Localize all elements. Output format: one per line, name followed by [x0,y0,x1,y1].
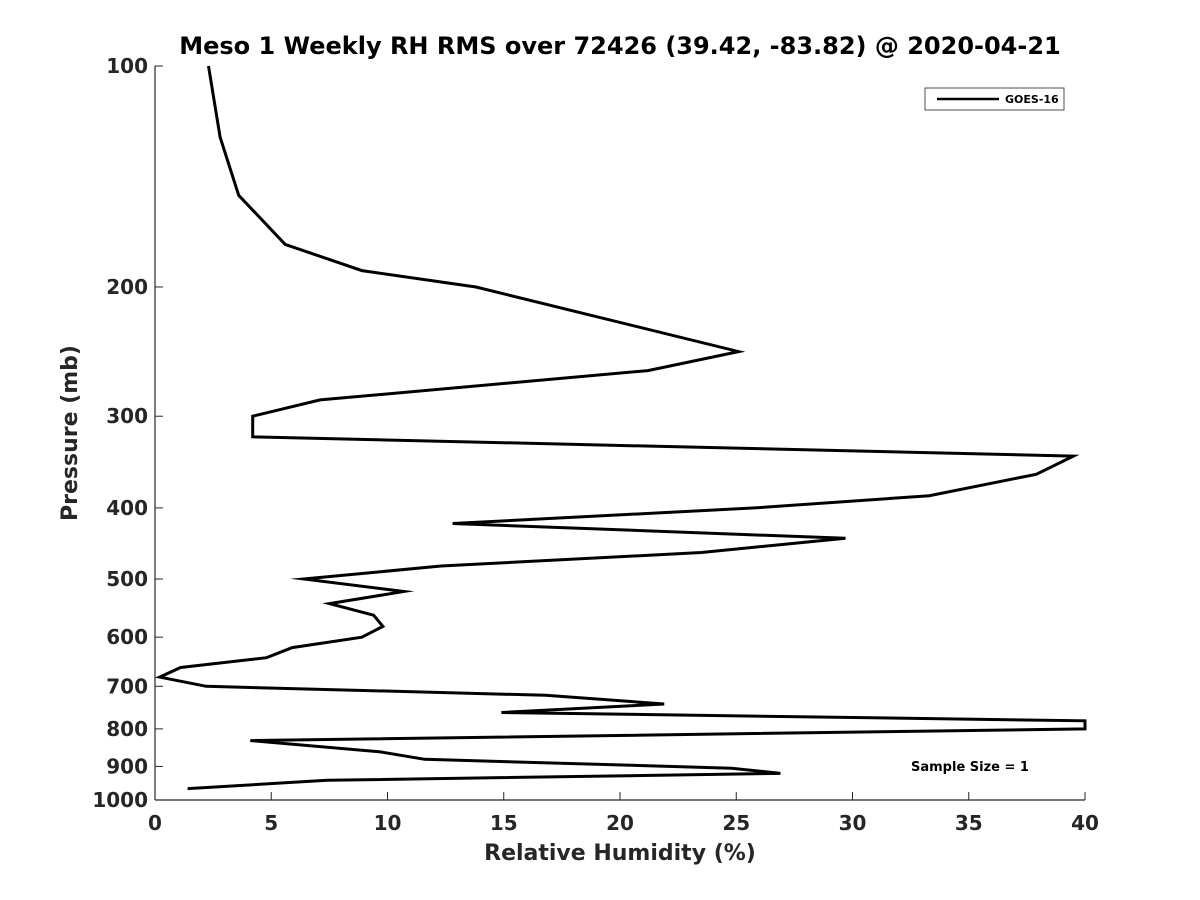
y-tick-label: 100 [106,54,148,78]
legend: GOES-16 [924,87,1065,111]
x-tick-label: 20 [606,811,634,835]
y-tick-label: 400 [106,496,148,520]
x-tick-label: 15 [490,811,518,835]
y-tick-label: 900 [106,754,148,778]
series-layer [154,65,1087,791]
series-line-goes-16 [154,65,1087,791]
y-tick-label: 1000 [92,788,148,812]
chart-title: Meso 1 Weekly RH RMS over 72426 (39.42, … [179,32,1061,60]
y-tick-label: 800 [106,717,148,741]
sample-size-annotation: Sample Size = 1 [911,760,1029,775]
x-axis-label: Relative Humidity (%) [484,841,756,866]
y-ticks: 100 200 300 400 500 600 700 800 900 1000 [92,54,163,812]
x-tick-label: 0 [148,811,162,835]
x-tick-label: 5 [264,811,278,835]
y-tick-label: 600 [106,625,148,649]
y-tick-label: 500 [106,567,148,591]
legend-label-goes-16: GOES-16 [1005,93,1059,106]
x-tick-label: 10 [374,811,402,835]
x-tick-label: 25 [722,811,750,835]
y-tick-label: 700 [106,674,148,698]
y-tick-label: 200 [106,275,148,299]
x-tick-label: 30 [839,811,867,835]
x-tick-label: 40 [1071,811,1099,835]
y-tick-label: 300 [106,404,148,428]
x-tick-label: 35 [955,811,983,835]
y-axis-label: Pressure (mb) [58,345,83,521]
x-ticks: 0 5 10 15 20 25 30 35 40 [148,792,1099,835]
